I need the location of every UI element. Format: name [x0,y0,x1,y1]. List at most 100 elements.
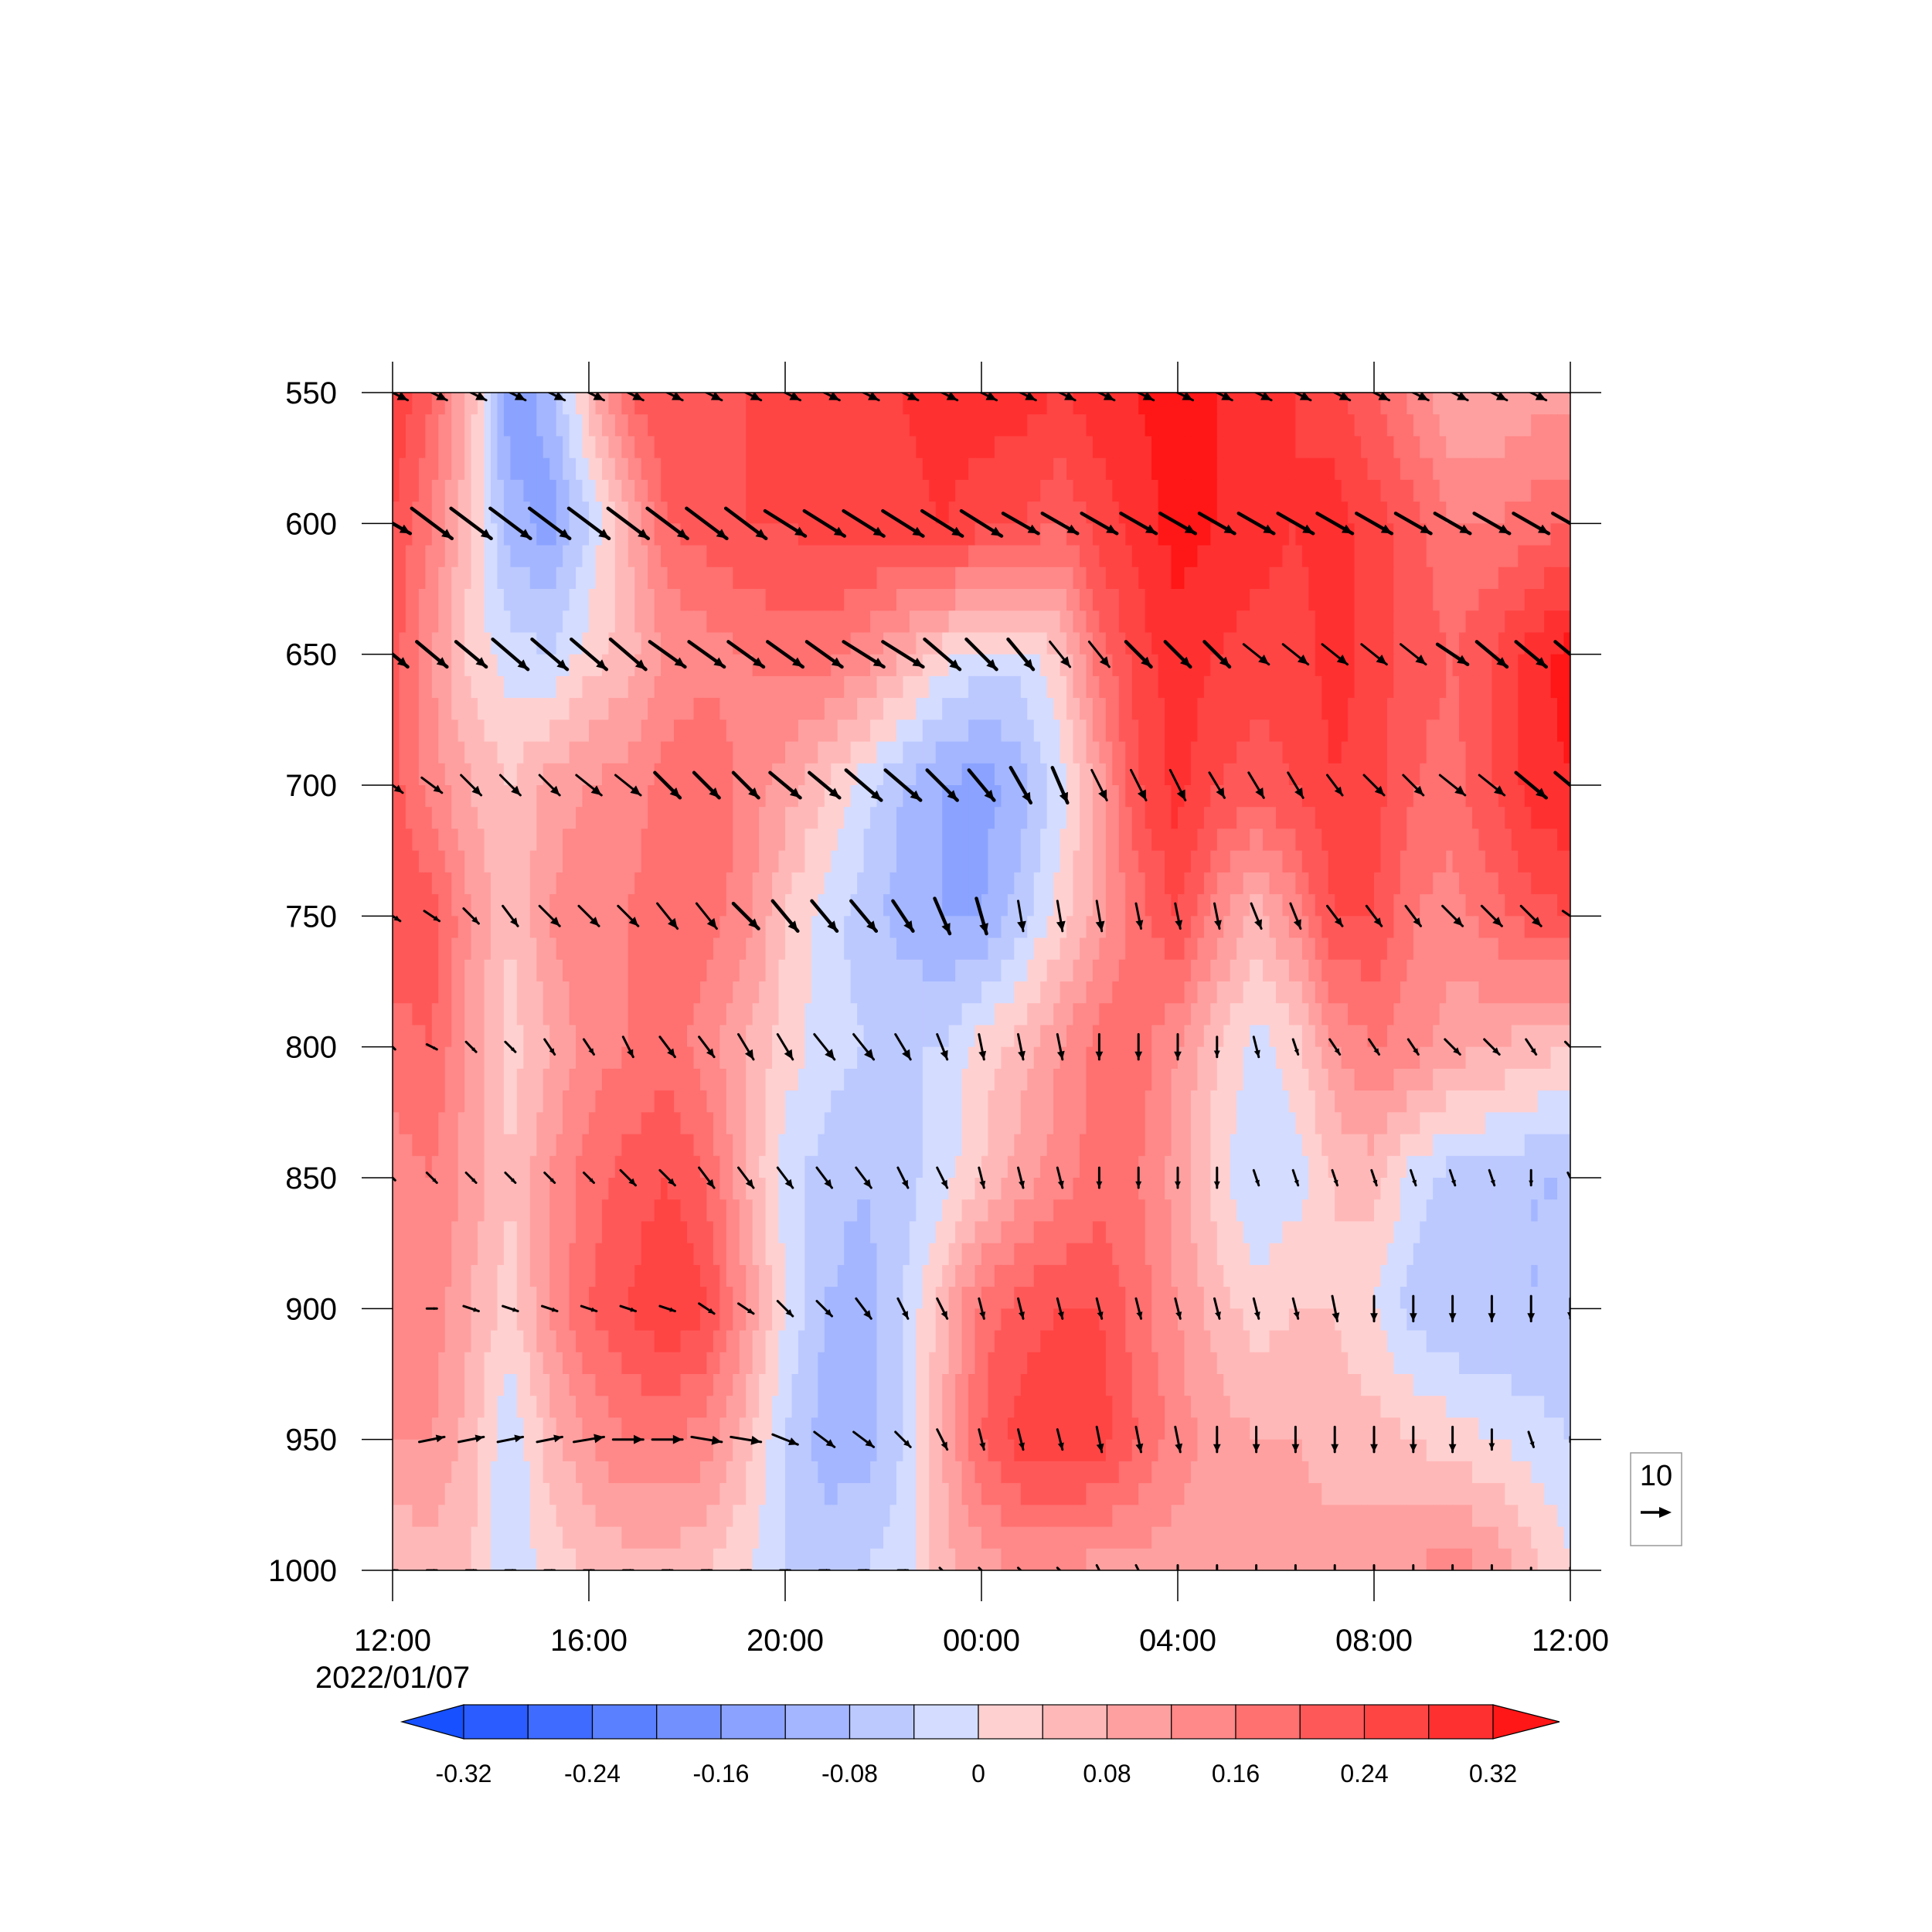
field-cell [1243,785,1250,808]
field-cell [491,393,498,415]
field-cell [706,675,714,699]
field-cell [687,589,695,611]
field-cell [484,959,492,982]
field-cell [1250,414,1257,437]
field-cell [549,872,557,895]
field-cell [569,763,577,786]
field-cell [1053,502,1061,524]
field-cell [1190,436,1198,459]
field-cell [491,719,498,743]
field-cell [1433,828,1440,852]
field-cell [1321,698,1329,720]
field-cell [628,894,635,917]
field-cell [1014,414,1022,437]
field-cell [1348,763,1355,786]
field-cell [850,828,858,852]
field-cell [674,566,682,590]
field-cell [922,611,930,634]
field-cell [1478,872,1486,895]
field-cell [648,959,655,982]
field-cell [699,741,707,764]
field-cell [968,916,976,939]
field-cell [1053,698,1061,720]
field-cell [563,828,570,852]
field-cell [1020,566,1028,590]
field-cell [1216,763,1224,786]
field-cell [464,675,472,699]
field-cell [929,894,937,917]
field-cell [529,828,537,852]
field-cell [1053,785,1061,808]
field-cell [1537,719,1545,743]
field-cell [1341,894,1349,917]
field-cell [759,675,767,699]
field-cell [798,763,805,786]
field-cell [471,654,478,677]
field-cell [1014,632,1022,655]
field-cell [903,959,910,982]
field-cell [1301,523,1309,546]
field-cell [431,763,439,786]
field-cell [1001,763,1009,786]
field-cell [961,457,969,481]
field-cell [1230,632,1237,655]
field-cell [680,393,688,415]
field-cell [778,850,786,873]
field-cell [1478,523,1486,546]
field-cell [1131,741,1139,764]
field-cell [549,675,557,699]
field-cell [431,828,439,852]
field-cell [1485,763,1492,786]
field-cell [870,741,878,764]
field-cell [569,981,577,1004]
field-cell [739,916,747,939]
field-cell [582,807,590,830]
field-cell [393,611,400,634]
field-cell [948,457,956,481]
field-cell [988,959,995,982]
field-cell [955,611,963,634]
field-cell [831,632,838,655]
field-cell [589,719,597,743]
field-cell [431,785,439,808]
field-cell [425,457,433,481]
field-cell [968,850,976,873]
field-cell [1250,981,1257,1004]
field-cell [1459,959,1467,982]
field-cell [778,545,786,568]
field-cell [667,675,675,699]
field-cell [608,937,616,961]
field-cell [601,545,609,568]
field-cell [1256,566,1264,590]
field-cell [1001,916,1009,939]
field-cell [1328,785,1335,808]
field-cell [1550,393,1558,415]
field-cell [785,632,793,655]
field-cell [1537,589,1545,611]
field-cell [988,393,995,415]
field-cell [889,589,897,611]
field-cell [1073,807,1080,830]
field-cell [942,611,950,634]
field-cell [1550,785,1558,808]
field-cell [1374,589,1382,611]
field-cell [719,916,727,939]
field-cell [785,828,793,852]
field-cell [497,894,505,917]
field-cell [1472,937,1480,961]
field-cell [1406,632,1414,655]
field-cell [569,894,577,917]
field-cell [896,937,903,961]
field-cell [1485,502,1492,524]
field-cell [1341,763,1349,786]
field-cell [418,502,426,524]
field-cell [1165,414,1172,437]
field-cell [883,479,891,502]
field-cell [1282,894,1290,917]
field-cell [1452,675,1460,699]
field-cell [1145,589,1152,611]
field-cell [1020,436,1028,459]
field-cell [1282,502,1290,524]
field-cell [536,981,544,1004]
field-cell [556,850,563,873]
